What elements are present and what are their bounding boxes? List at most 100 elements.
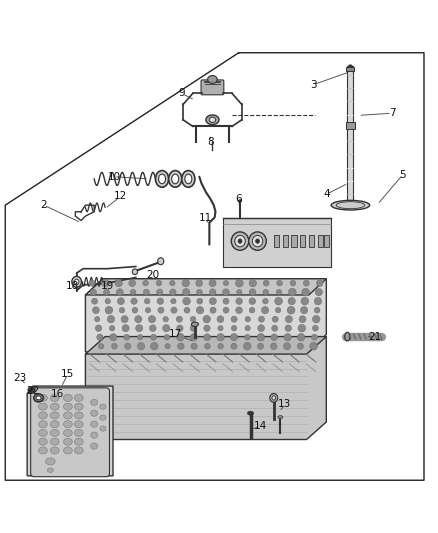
Circle shape (148, 316, 155, 323)
Ellipse shape (39, 430, 47, 437)
Circle shape (316, 280, 323, 286)
Circle shape (263, 289, 268, 295)
Ellipse shape (185, 174, 192, 184)
Ellipse shape (72, 276, 81, 287)
Ellipse shape (50, 412, 59, 419)
Circle shape (92, 298, 98, 304)
Circle shape (97, 334, 103, 341)
Circle shape (30, 388, 33, 392)
Circle shape (310, 342, 318, 350)
Circle shape (300, 306, 308, 314)
Circle shape (138, 335, 143, 340)
Circle shape (283, 343, 290, 350)
Ellipse shape (272, 395, 276, 400)
Ellipse shape (91, 432, 98, 438)
Bar (309, 235, 314, 247)
Circle shape (245, 326, 250, 331)
Text: 3: 3 (310, 80, 317, 90)
Ellipse shape (39, 438, 47, 445)
Circle shape (290, 280, 296, 286)
Ellipse shape (74, 430, 83, 437)
Circle shape (191, 343, 197, 350)
Circle shape (197, 289, 202, 295)
Ellipse shape (39, 421, 47, 427)
Circle shape (177, 325, 183, 332)
Circle shape (171, 307, 177, 313)
Circle shape (218, 326, 223, 331)
Circle shape (223, 307, 229, 313)
Ellipse shape (74, 447, 83, 454)
Ellipse shape (206, 115, 219, 125)
Text: 22: 22 (26, 386, 39, 397)
Circle shape (196, 306, 204, 314)
Circle shape (209, 297, 216, 305)
Bar (324, 235, 329, 247)
Text: 19: 19 (101, 281, 114, 291)
Text: 23: 23 (13, 373, 26, 383)
Circle shape (90, 289, 96, 295)
Circle shape (89, 280, 95, 286)
Circle shape (303, 280, 309, 286)
Circle shape (285, 325, 292, 332)
Circle shape (244, 342, 251, 350)
Ellipse shape (238, 200, 242, 202)
Ellipse shape (50, 394, 59, 401)
Circle shape (311, 334, 318, 340)
Ellipse shape (182, 171, 195, 187)
Circle shape (156, 280, 162, 286)
Ellipse shape (39, 394, 47, 401)
Text: 4: 4 (323, 189, 330, 199)
Circle shape (105, 298, 110, 304)
Ellipse shape (46, 458, 55, 465)
Circle shape (177, 333, 184, 341)
Circle shape (117, 297, 124, 305)
Circle shape (271, 343, 277, 350)
Ellipse shape (172, 174, 179, 184)
Circle shape (121, 316, 128, 323)
Text: 21: 21 (368, 332, 381, 342)
Ellipse shape (132, 269, 138, 274)
Text: 14: 14 (254, 422, 267, 431)
Ellipse shape (74, 403, 83, 410)
Circle shape (231, 343, 237, 349)
Bar (283, 235, 288, 247)
Circle shape (182, 279, 190, 287)
Circle shape (183, 297, 191, 305)
Circle shape (236, 298, 243, 304)
Circle shape (217, 334, 224, 341)
Circle shape (205, 343, 210, 349)
Text: 8: 8 (207, 136, 214, 147)
Ellipse shape (331, 200, 370, 210)
Circle shape (272, 325, 278, 331)
Polygon shape (223, 219, 331, 266)
Circle shape (218, 343, 223, 349)
Circle shape (137, 343, 145, 350)
Text: 17: 17 (169, 329, 182, 340)
Circle shape (136, 325, 143, 332)
Circle shape (297, 334, 305, 341)
Ellipse shape (74, 412, 83, 419)
Circle shape (302, 288, 310, 296)
Text: 12: 12 (114, 191, 127, 201)
Circle shape (143, 280, 148, 286)
Ellipse shape (100, 426, 106, 431)
Circle shape (277, 280, 283, 286)
Circle shape (209, 280, 216, 287)
Circle shape (164, 334, 170, 340)
Circle shape (204, 325, 210, 332)
Ellipse shape (50, 403, 59, 410)
Circle shape (151, 334, 156, 340)
Ellipse shape (159, 174, 166, 184)
Ellipse shape (252, 236, 263, 247)
Ellipse shape (64, 430, 72, 437)
Circle shape (190, 325, 197, 332)
Circle shape (314, 308, 320, 313)
Circle shape (105, 306, 113, 314)
Circle shape (197, 298, 203, 304)
Ellipse shape (47, 468, 53, 472)
Circle shape (276, 289, 282, 295)
Circle shape (162, 325, 170, 332)
Ellipse shape (64, 412, 72, 419)
Text: 2: 2 (40, 200, 47, 210)
Circle shape (315, 288, 322, 296)
